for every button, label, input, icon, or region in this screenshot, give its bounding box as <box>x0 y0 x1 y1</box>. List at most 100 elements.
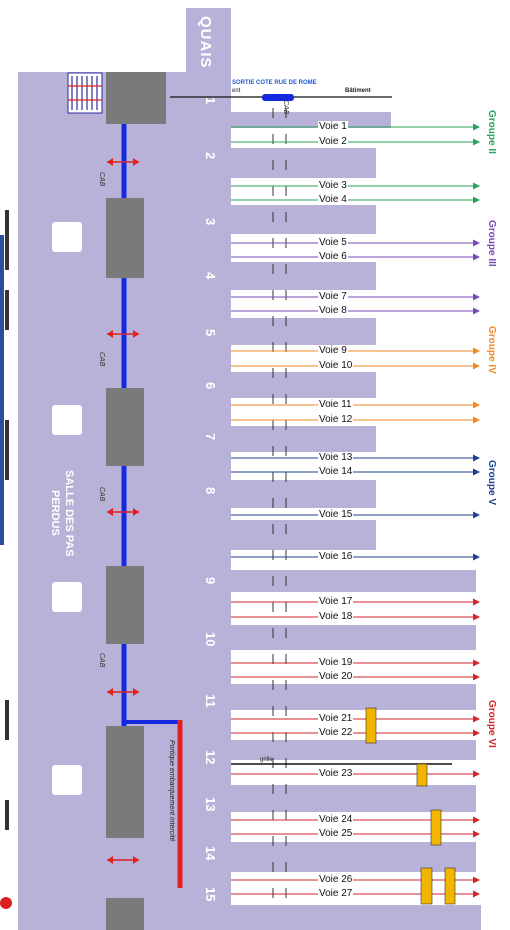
voie-arrow <box>473 293 480 301</box>
double-arrow-head <box>107 856 113 864</box>
platform <box>231 205 376 234</box>
quais-band <box>186 8 231 930</box>
voie-arrow <box>473 307 480 315</box>
voie-arrow <box>473 613 480 621</box>
voie-arrow <box>473 416 480 424</box>
platform <box>231 905 481 930</box>
voie-label: Voie 14 <box>318 466 354 477</box>
grey-block <box>106 898 144 930</box>
voie-label: Voie 20 <box>318 671 354 682</box>
pbs-box <box>430 809 442 846</box>
cab-label: CAB <box>98 487 105 502</box>
grey-block <box>106 198 144 278</box>
voie-arrow <box>473 401 480 409</box>
turnstile-icon <box>67 72 103 114</box>
exit-bar <box>262 94 294 101</box>
escalator-icon <box>52 405 82 435</box>
voie-label: Voie 23 <box>318 768 354 779</box>
platform <box>231 262 376 290</box>
double-arrow-head <box>133 330 139 338</box>
groupe-label: Groupe VI <box>486 700 497 748</box>
quai-number: 13 <box>203 797 218 812</box>
quai-number: 5 <box>203 329 218 337</box>
voie-arrow <box>473 553 480 561</box>
voie-label: Voie 24 <box>318 814 354 825</box>
voie-arrow <box>473 890 480 898</box>
voie-label: Voie 7 <box>318 291 348 302</box>
platform <box>231 148 376 178</box>
voie-arrow <box>473 468 480 476</box>
portique-label: Portique embarquement intercité <box>168 740 175 842</box>
wall-mark <box>5 210 9 270</box>
hall-area <box>18 72 193 930</box>
voie-label: Voie 16 <box>318 551 354 562</box>
wall-mark <box>5 420 9 480</box>
grey-block <box>106 388 144 466</box>
hall-label-line2: PERDUS <box>49 490 61 537</box>
voie-arrow <box>473 253 480 261</box>
cab-label: CAB <box>98 352 105 367</box>
double-arrow-head <box>107 688 113 696</box>
voie-arrow <box>473 816 480 824</box>
hall-label: SALLE DES PAS PERDUS <box>30 470 76 557</box>
grey-block <box>106 72 166 124</box>
voie-arrow <box>473 454 480 462</box>
voie-label: Voie 26 <box>318 874 354 885</box>
platform <box>231 520 376 550</box>
building-label: Bâtiment <box>345 88 371 94</box>
voie-label: Voie 5 <box>318 237 348 248</box>
platform <box>231 426 376 452</box>
escalator-icon <box>52 582 82 612</box>
wall-mark <box>5 290 9 330</box>
quai-number: 12 <box>203 750 218 765</box>
voie-arrow <box>473 770 480 778</box>
platform <box>231 318 376 345</box>
quai-number: 4 <box>203 272 218 280</box>
voie-arrow <box>473 715 480 723</box>
voie-label: Voie 25 <box>318 828 354 839</box>
quai-number: 10 <box>203 632 218 647</box>
platform <box>231 480 376 508</box>
double-arrow-head <box>107 330 113 338</box>
wall-mark <box>5 800 9 830</box>
cab-label: CAB <box>282 100 289 115</box>
voie-label: Voie 21 <box>318 713 354 724</box>
platform <box>231 570 476 592</box>
platform <box>231 740 476 760</box>
voie-arrow <box>473 347 480 355</box>
quai-number: 9 <box>203 577 218 585</box>
voie-arrow <box>473 196 480 204</box>
pbs-box <box>444 867 456 905</box>
double-arrow-head <box>107 158 113 166</box>
voie-arrow <box>473 876 480 884</box>
voie-label: Voie 19 <box>318 657 354 668</box>
quai-number: 3 <box>203 218 218 226</box>
grille-label: grille <box>260 757 273 763</box>
voie-arrow <box>473 673 480 681</box>
voie-arrow <box>473 182 480 190</box>
quai-number: 8 <box>203 487 218 495</box>
platform <box>231 684 476 710</box>
voie-label: Voie 27 <box>318 888 354 899</box>
groupe-label: Groupe II <box>486 110 497 154</box>
platform <box>231 785 476 812</box>
platform <box>231 842 476 872</box>
escalator-icon <box>52 222 82 252</box>
voie-label: Voie 10 <box>318 360 354 371</box>
double-arrow-head <box>133 856 139 864</box>
quai-number: 15 <box>203 887 218 902</box>
voie-arrow <box>473 239 480 247</box>
voie-arrow <box>473 123 480 131</box>
hall-label-line1: SALLE DES PAS <box>63 470 75 557</box>
wall-mark <box>5 700 9 740</box>
platform <box>231 625 476 650</box>
quai-number: 2 <box>203 152 218 160</box>
exit-label: SORTIE COTE RUE DE ROME <box>232 80 317 86</box>
quai-number: 1 <box>203 97 218 105</box>
edge-photo-strip <box>0 235 4 545</box>
voie-arrow <box>473 830 480 838</box>
voie-label: Voie 17 <box>318 596 354 607</box>
pbs-box <box>420 867 433 905</box>
